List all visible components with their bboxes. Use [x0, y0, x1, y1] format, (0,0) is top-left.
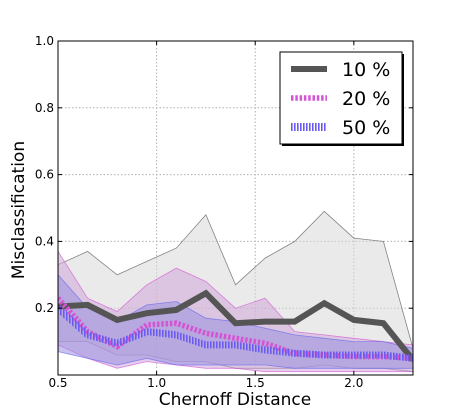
data-point-20	[265, 343, 266, 344]
data-point-10	[383, 323, 384, 324]
y-axis-title: Misclassification	[9, 141, 29, 279]
legend-label-50: 50 %	[342, 117, 390, 139]
data-point-50	[353, 354, 354, 355]
data-point-50	[87, 334, 88, 335]
data-point-10	[353, 319, 354, 320]
y-tick-label-1-0: 1.0	[35, 34, 54, 48]
plot-frame	[57, 40, 414, 376]
data-point-50	[146, 331, 147, 332]
data-point-10	[117, 319, 118, 320]
x-tick-label-0-5: 0.5	[48, 376, 67, 390]
data-point-20	[146, 324, 147, 325]
data-point-50	[235, 344, 236, 345]
legend: 10 % 20 % 50 %	[279, 51, 404, 146]
axis-ticks: 0.5 1.0 1.5 2.0 0.2 0.4 0.6 0.8 1.0	[35, 34, 413, 390]
series-line-50	[58, 305, 413, 362]
data-point-50	[205, 344, 206, 345]
y-tick-label-0-6: 0.6	[35, 168, 54, 182]
x-tick-label-1-5: 1.5	[246, 376, 265, 390]
data-point-50	[383, 354, 384, 355]
series-line-10	[58, 289, 413, 362]
x-tick-label-1-0: 1.0	[147, 376, 166, 390]
y-tick-label-0-4: 0.4	[35, 234, 54, 248]
y-tick-label-0-2: 0.2	[35, 301, 54, 315]
data-point-10	[146, 313, 147, 314]
data-point-10	[176, 309, 177, 310]
data-point-50	[265, 349, 266, 350]
data-point-10	[294, 321, 295, 322]
legend-label-20: 20 %	[342, 88, 390, 110]
y-tick-label-0-8: 0.8	[35, 101, 54, 115]
series-50	[58, 305, 413, 362]
legend-swatch-50	[291, 123, 327, 131]
x-tick-label-2-0: 2.0	[344, 376, 363, 390]
data-point-20	[205, 333, 206, 334]
data-point-50	[294, 353, 295, 354]
data-point-20	[176, 323, 177, 324]
data-point-10	[235, 323, 236, 324]
legend-label-10: 10 %	[342, 59, 390, 81]
data-point-10	[87, 304, 88, 305]
x-axis-title: Chernoff Distance	[159, 390, 311, 410]
series-10	[58, 289, 413, 362]
data-point-50	[324, 354, 325, 355]
data-point-50	[117, 343, 118, 344]
data-point-50	[176, 334, 177, 335]
data-point-10	[324, 303, 325, 304]
series-lines	[58, 289, 413, 362]
data-point-20	[235, 338, 236, 339]
data-point-10	[265, 321, 266, 322]
data-point-10	[205, 293, 206, 294]
